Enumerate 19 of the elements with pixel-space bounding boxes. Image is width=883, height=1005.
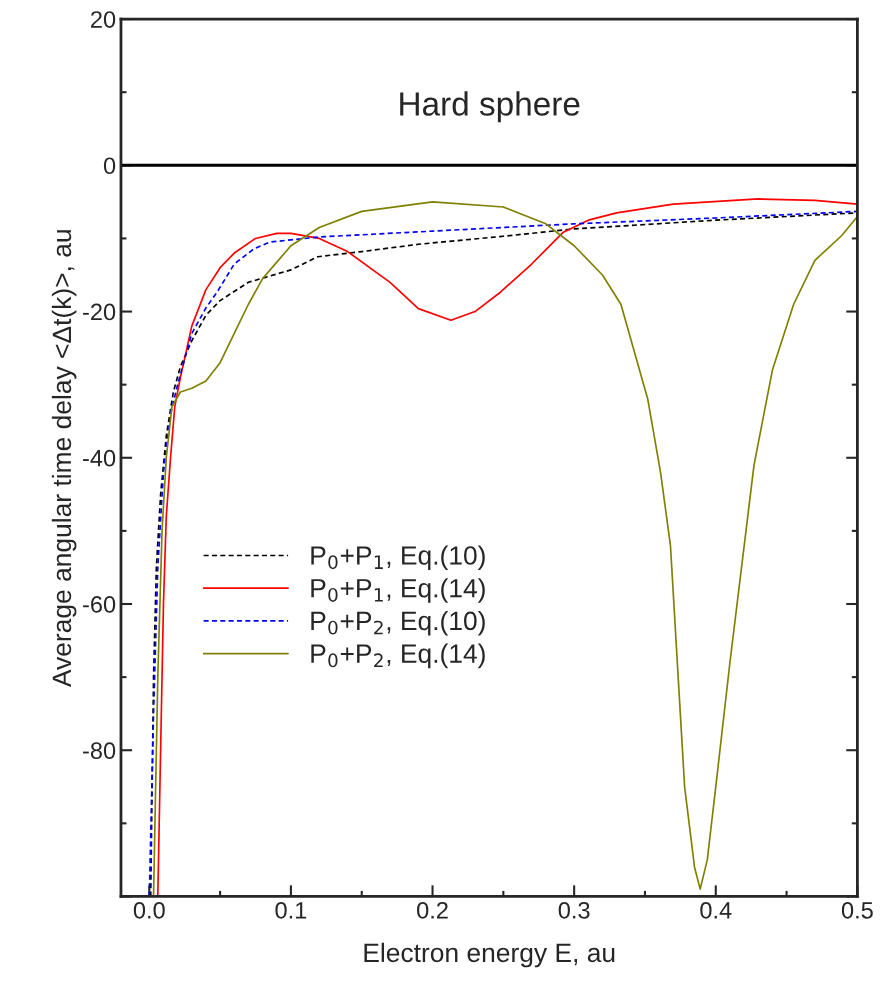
x-tick-label: 0.4 bbox=[700, 901, 732, 919]
y-tick-label: -40 bbox=[83, 449, 116, 467]
legend-label: P$_{0}$+P$_{2}$, Eq.(10) bbox=[311, 610, 485, 636]
legend-label: P$_{0}$+P$_{1}$, Eq.(14) bbox=[311, 578, 485, 603]
annotation: Hard sphere bbox=[400, 91, 580, 123]
x-axis-title: Electron energy E, au bbox=[364, 942, 615, 968]
y-axis-title: Average angular time delay <Δt(k)>, au bbox=[51, 230, 77, 688]
x-tick-label: 0.3 bbox=[558, 901, 590, 919]
legend-label: P$_{0}$+P$_{1}$, Eq.(10) bbox=[311, 545, 485, 571]
y-tick-label: -80 bbox=[83, 742, 116, 760]
x-tick-label: 0.1 bbox=[275, 901, 307, 919]
y-tick-label: 20 bbox=[91, 11, 116, 28]
x-tick-label: 0.5 bbox=[841, 901, 873, 919]
x-tick-label: 0.0 bbox=[133, 901, 165, 919]
y-tick-label: 0 bbox=[103, 157, 116, 175]
y-tick-label: -60 bbox=[83, 596, 116, 613]
legend-label: P$_{0}$+P$_{2}$, Eq.(14) bbox=[311, 643, 485, 669]
x-tick-label: 0.2 bbox=[417, 901, 448, 919]
y-tick-label: -20 bbox=[83, 303, 116, 321]
